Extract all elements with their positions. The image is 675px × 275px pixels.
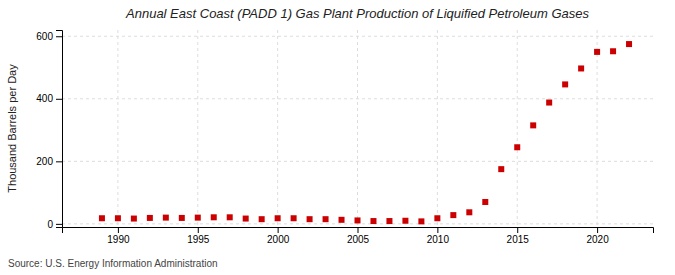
x-tick-label: 1990 (107, 234, 130, 245)
point (466, 209, 472, 215)
x-tick-mark (118, 227, 119, 233)
x-grid-line (277, 30, 278, 227)
point (594, 49, 600, 55)
point (418, 218, 424, 224)
y-tick: 200 (36, 156, 62, 167)
point (562, 81, 568, 87)
point (482, 199, 488, 205)
x-grid-line (357, 30, 358, 227)
x-grid-line (437, 30, 438, 227)
point (546, 100, 552, 106)
y-tick: 600 (36, 31, 62, 42)
y-tick-label: 600 (36, 31, 53, 42)
y-tick-mark (56, 36, 62, 37)
point (386, 218, 392, 224)
y-axis: 0 200 400 600 (36, 31, 62, 230)
x-tick-mark (358, 227, 359, 233)
x-tick-label: 1995 (187, 234, 210, 245)
y-tick-mark (56, 161, 62, 162)
point (131, 216, 137, 222)
point (370, 218, 376, 224)
y-tick: 400 (36, 93, 62, 104)
x-tick-mark (198, 227, 199, 233)
x-tick-mark (437, 227, 438, 233)
point (514, 144, 520, 150)
x-tick-label: 2010 (427, 234, 450, 245)
grid (62, 30, 653, 227)
x-tick-mark (597, 227, 598, 233)
x-tick-mark (278, 227, 279, 233)
y-tick-mark (56, 99, 62, 100)
x-grid-line (597, 30, 598, 227)
point (243, 216, 249, 222)
point (291, 215, 297, 221)
x-tick: 2020 (586, 227, 609, 245)
point (498, 166, 504, 172)
point (626, 41, 632, 47)
y-tick-label: 200 (36, 156, 53, 167)
point (99, 215, 105, 221)
x-tick-label: 2015 (507, 234, 530, 245)
point (578, 65, 584, 71)
x-grid-line (517, 30, 518, 227)
y-grid-line (62, 161, 653, 162)
y-tick-mark (56, 224, 62, 225)
point (115, 215, 121, 221)
point (323, 216, 329, 222)
y-tick: 0 (47, 219, 62, 230)
x-tick: 2010 (427, 227, 450, 245)
y-axis-title: Thousand Barrels per Day (6, 64, 18, 193)
point (450, 212, 456, 218)
source-note: Source: U.S. Energy Information Administ… (8, 258, 218, 269)
points (99, 41, 632, 224)
x-tick: 2005 (347, 227, 370, 245)
x-tick: 2000 (267, 227, 290, 245)
point (275, 215, 281, 221)
x-axis-line (63, 228, 654, 234)
point (434, 215, 440, 221)
point (402, 218, 408, 224)
x-tick-label: 2005 (347, 234, 370, 245)
y-axis-line (56, 31, 63, 228)
x-tick-label: 2020 (586, 234, 609, 245)
y-grid-line (62, 98, 653, 99)
point (610, 48, 616, 54)
point (355, 217, 361, 223)
chart: 1990 1995 2000 2005 2010 2015 2020 0 200 400 600 An… (0, 0, 675, 275)
x-grid-line (197, 30, 198, 227)
point (211, 214, 217, 220)
x-tick: 1990 (107, 227, 130, 245)
plot: 1990 1995 2000 2005 2010 2015 2020 0 200 400 600 (36, 30, 653, 245)
point (259, 216, 265, 222)
y-grid-line (62, 36, 653, 37)
title: Annual East Coast (PADD 1) Gas Plant Pro… (125, 6, 589, 21)
point (530, 122, 536, 128)
point (179, 215, 185, 221)
y-tick-label: 400 (36, 93, 53, 104)
point (339, 217, 345, 223)
x-tick: 2015 (507, 227, 530, 245)
y-tick-label: 0 (47, 219, 53, 230)
x-tick-label: 2000 (267, 234, 290, 245)
x-tick: 1995 (187, 227, 210, 245)
x-tick-mark (517, 227, 518, 233)
x-axis: 1990 1995 2000 2005 2010 2015 2020 (63, 227, 654, 245)
x-grid-line (117, 30, 118, 227)
point (195, 215, 201, 221)
point (163, 215, 169, 221)
point (147, 215, 153, 221)
point (307, 216, 313, 222)
y-grid-line (62, 223, 653, 224)
point (227, 214, 233, 220)
